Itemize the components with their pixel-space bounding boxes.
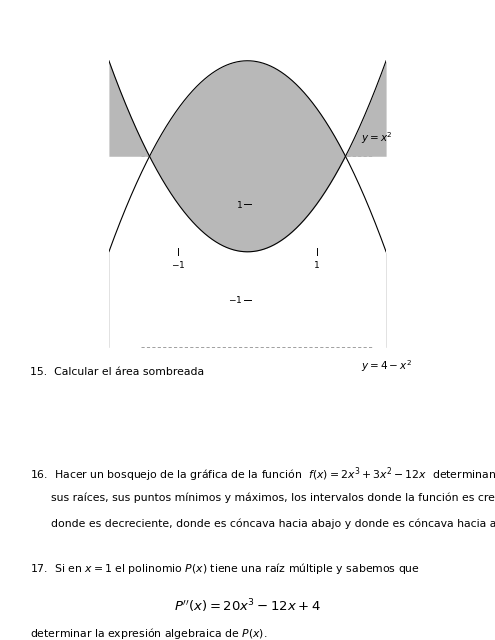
Text: $-1$: $-1$ [228, 294, 243, 305]
Text: 17.  Si en $x = 1$ el polinomio $P(x)$ tiene una raíz múltiple y sabemos que: 17. Si en $x = 1$ el polinomio $P(x)$ ti… [30, 561, 420, 576]
Text: sus raíces, sus puntos mínimos y máximos, los intervalos donde la función es cre: sus raíces, sus puntos mínimos y máximos… [30, 492, 495, 502]
Text: 15.  Calcular el área sombreada: 15. Calcular el área sombreada [30, 367, 204, 377]
Text: $y = 4 - x^2$: $y = 4 - x^2$ [361, 358, 412, 374]
Text: donde es decreciente, donde es cóncava hacia abajo y donde es cóncava hacia arri: donde es decreciente, donde es cóncava h… [30, 519, 495, 529]
Text: $1$: $1$ [313, 259, 320, 270]
Text: $y = x^2$: $y = x^2$ [361, 130, 393, 146]
Text: determinar la expresión algebraica de $P(x)$.: determinar la expresión algebraica de $P… [30, 626, 267, 640]
Text: $1$: $1$ [236, 198, 243, 209]
Text: 16.  Hacer un bosquejo de la gráfica de la función  $f(x) = 2x^3 + 3x^2 - 12x$  : 16. Hacer un bosquejo de la gráfica de l… [30, 465, 495, 484]
Text: $P^{\prime\prime}(x) = 20x^3 - 12x + 4$: $P^{\prime\prime}(x) = 20x^3 - 12x + 4$ [174, 598, 321, 616]
Text: $-1$: $-1$ [171, 259, 186, 270]
